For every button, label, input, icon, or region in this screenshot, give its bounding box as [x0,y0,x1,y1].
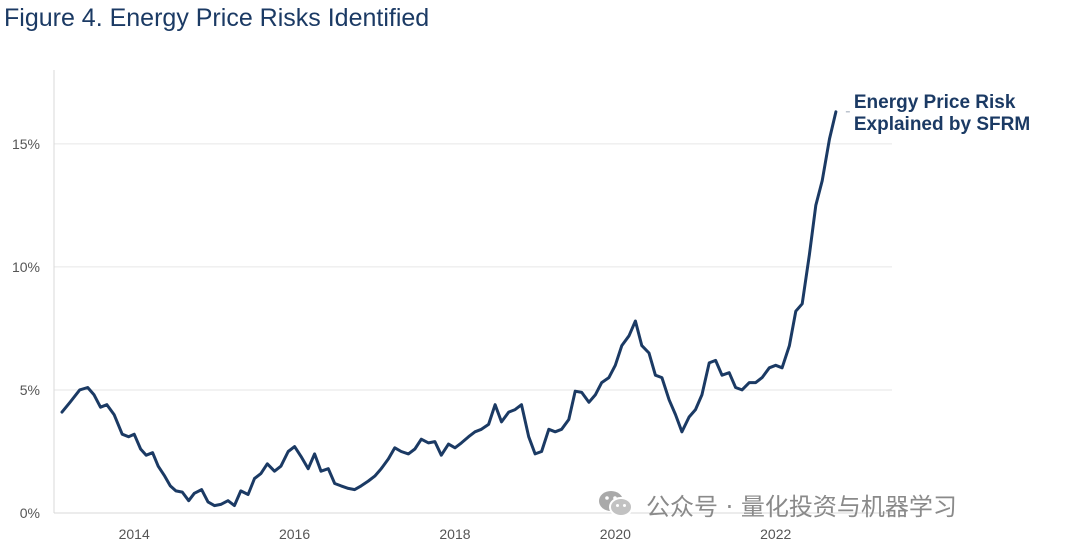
grid-lines [54,143,892,391]
x-axis: 2014 2016 2018 2020 2022 [54,512,892,542]
y-axis: 0% 5% 10% 15% [12,70,55,521]
y-tick-label: 0% [20,505,40,521]
figure-title: Figure 4. Energy Price Risks Identified [4,4,430,32]
y-tick-label: 15% [12,136,40,152]
watermark-text: 公众号 · 量化投资与机器学习 [646,492,957,521]
series-line [60,110,838,508]
x-tick-label: 2020 [600,526,631,542]
y-tick-label: 5% [20,382,40,398]
series-layer [60,110,838,508]
x-tick-label: 2014 [119,526,150,542]
series-annotation: Energy Price Risk Explained by SFRM [845,92,1030,135]
series-label-line: Explained by SFRM [854,114,1030,135]
y-tick-label: 10% [12,259,40,275]
x-tick-label: 2018 [439,526,470,542]
series-label-line: Energy Price Risk [854,92,1016,113]
wechat-icon [599,491,633,517]
watermark: 公众号 · 量化投资与机器学习 [596,484,1056,524]
x-tick-label: 2016 [279,526,310,542]
series-label: Energy Price Risk Explained by SFRM [854,92,1030,135]
x-tick-label: 2022 [760,526,791,542]
